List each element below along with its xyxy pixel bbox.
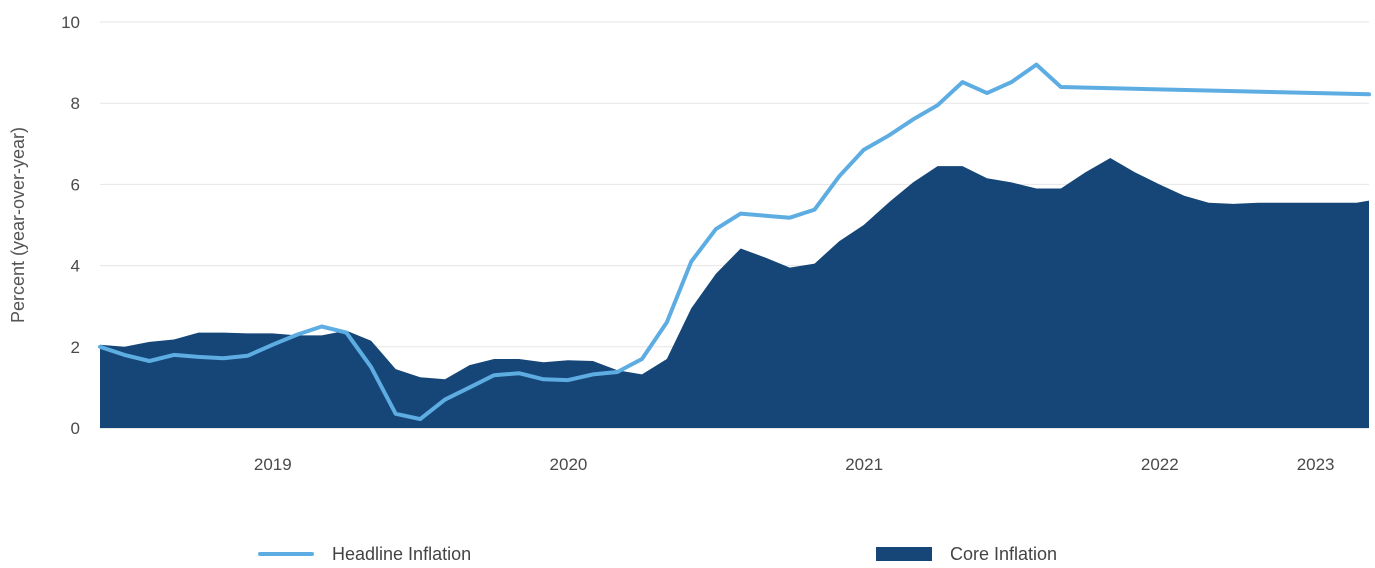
y-tick-label: 0 <box>71 419 80 438</box>
y-tick-label: 8 <box>71 94 80 113</box>
x-tick-label: 2022 <box>1141 455 1179 474</box>
core-inflation-area <box>100 158 1369 428</box>
legend-core: Core Inflation <box>876 540 1057 568</box>
x-tick-label: 2021 <box>845 455 883 474</box>
legend-headline-swatch <box>258 552 314 556</box>
legend-core-label: Core Inflation <box>950 543 1058 564</box>
legend-headline-label: Headline Inflation <box>332 543 472 564</box>
x-tick-label: 2020 <box>550 455 588 474</box>
legend-headline: Headline Inflation <box>258 540 471 568</box>
y-tick-label: 10 <box>61 13 80 32</box>
headline-inflation-line-layer <box>98 62 1371 422</box>
headline-inflation-line <box>98 62 1371 422</box>
y-axis-title: Percent (year-over-year) <box>8 127 28 323</box>
x-tick-label: 2019 <box>254 455 292 474</box>
y-tick-label: 6 <box>71 175 80 194</box>
x-tick-label: 2023 <box>1297 455 1335 474</box>
y-tick-label: 4 <box>71 257 80 276</box>
legend-core-swatch <box>876 547 932 561</box>
y-axis-ticks: 0 2 4 6 8 10 <box>61 13 80 438</box>
core-inflation-area-layer <box>100 158 1369 428</box>
y-tick-label: 2 <box>71 338 80 357</box>
x-axis-ticks: 2019 2020 2021 2022 2023 <box>254 455 1335 474</box>
